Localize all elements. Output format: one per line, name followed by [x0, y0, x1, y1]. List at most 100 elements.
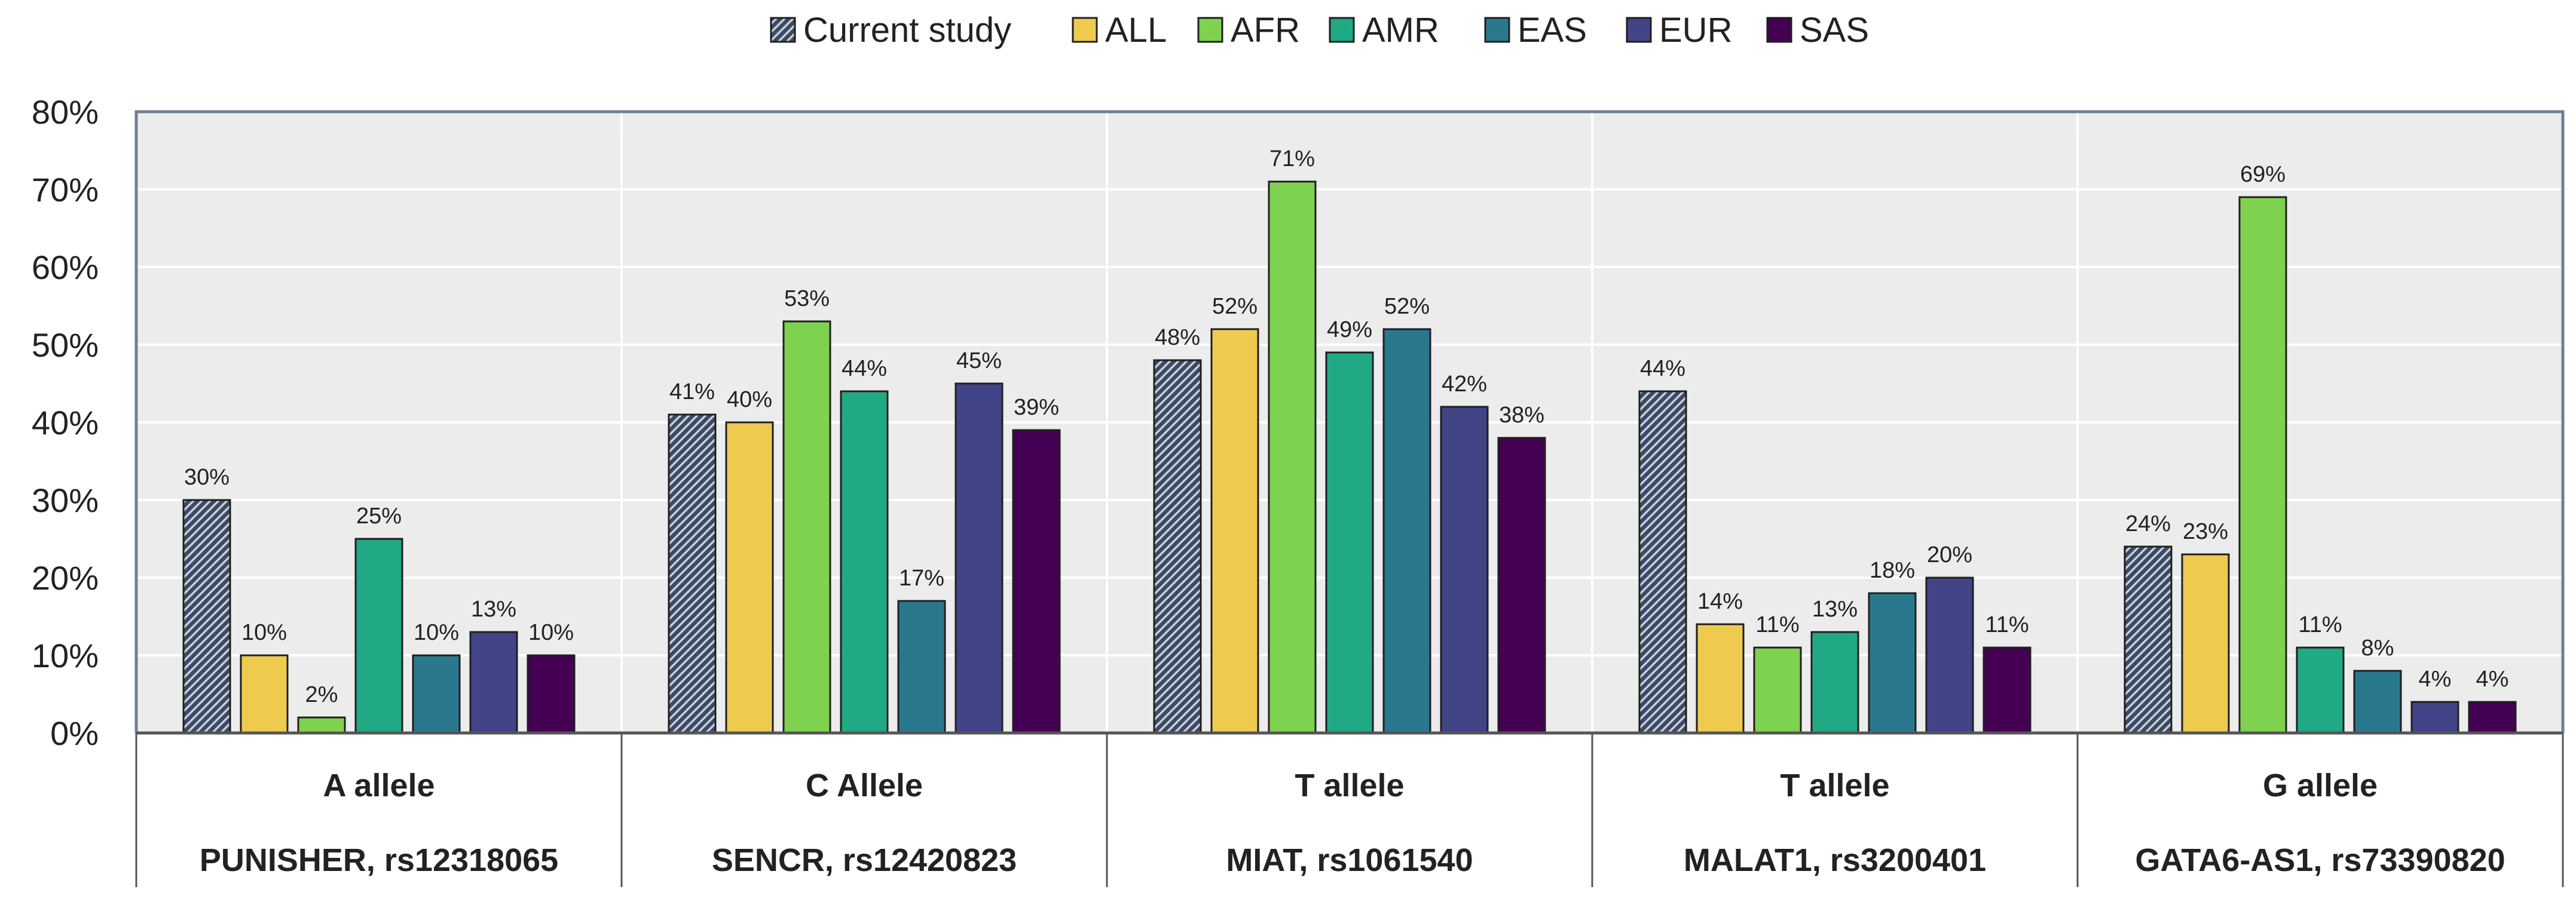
bar-eur — [1440, 406, 1489, 734]
data-label: 44% — [842, 356, 887, 381]
data-label: 52% — [1384, 294, 1430, 319]
bar-eas — [1868, 592, 1917, 734]
data-label: 10% — [528, 620, 574, 645]
y-tick-label: 40% — [32, 404, 99, 441]
legend-label: Current study — [803, 11, 1011, 50]
data-label: 10% — [414, 620, 459, 645]
category-gene-label: SENCR, rs12420823 — [712, 842, 1017, 878]
legend-label: SAS — [1800, 11, 1869, 50]
data-label: 39% — [1014, 395, 1059, 420]
bar-sas — [527, 654, 576, 734]
data-label: 17% — [899, 566, 944, 591]
bar-sas — [1983, 646, 2032, 734]
legend-swatch — [1766, 17, 1792, 43]
data-label: 11% — [2298, 612, 2342, 637]
data-label: 11% — [1985, 612, 2029, 637]
bar-eas — [897, 600, 946, 734]
plot-border — [134, 110, 2565, 733]
data-label: 38% — [1499, 403, 1544, 428]
data-label: 14% — [1697, 589, 1743, 614]
category-allele-label: A allele — [323, 768, 435, 803]
bar-current-study — [668, 413, 717, 734]
category-gene-label: GATA6-AS1, rs73390820 — [2135, 842, 2505, 878]
bar-eas — [2353, 670, 2402, 734]
bar-all — [1696, 623, 1745, 734]
legend-label: AFR — [1231, 11, 1300, 50]
data-label: 13% — [471, 597, 516, 622]
bar-afr — [1268, 180, 1317, 734]
bar-all — [240, 654, 289, 734]
category-gene-label: MIAT, rs1061540 — [1226, 842, 1473, 878]
data-label: 10% — [241, 620, 287, 645]
category-allele-label: G allele — [2263, 768, 2378, 803]
data-label: 71% — [1269, 146, 1315, 171]
bar-all — [1210, 328, 1259, 734]
bar-sas — [2468, 701, 2517, 734]
bar-amr — [1810, 631, 1859, 734]
data-label: 52% — [1212, 294, 1258, 319]
bar-eas — [1382, 328, 1431, 734]
category-allele-label: T allele — [1780, 768, 1889, 803]
category-gene-label: MALAT1, rs3200401 — [1684, 842, 1986, 878]
y-tick-label: 50% — [32, 326, 99, 364]
data-label: 25% — [356, 504, 402, 529]
bar-eur — [469, 631, 518, 734]
data-label: 13% — [1812, 597, 1858, 622]
category-allele-label: C Allele — [806, 768, 923, 803]
legend-swatch — [1329, 17, 1355, 43]
bar-afr — [297, 716, 346, 734]
bar-eur — [954, 382, 1004, 734]
data-label: 30% — [184, 465, 230, 490]
bar-amr — [840, 390, 889, 734]
bar-all — [2181, 553, 2230, 734]
data-label: 44% — [1640, 356, 1685, 381]
y-tick-label: 60% — [32, 249, 99, 286]
bar-current-study — [1638, 390, 1687, 734]
legend-label: EUR — [1659, 11, 1732, 50]
legend-swatch — [770, 17, 796, 43]
category-allele-label: T allele — [1295, 768, 1404, 803]
y-tick-label: 80% — [32, 93, 99, 131]
data-label: 42% — [1442, 372, 1487, 397]
bar-amr — [2296, 646, 2345, 734]
legend-swatch — [1072, 17, 1098, 43]
data-label: 49% — [1327, 317, 1372, 342]
data-label: 8% — [2361, 636, 2394, 661]
y-tick-label: 10% — [32, 637, 99, 674]
data-label: 40% — [727, 387, 772, 412]
y-tick-label: 70% — [32, 171, 99, 208]
data-label: 20% — [1927, 542, 1972, 568]
data-label: 69% — [2240, 162, 2286, 187]
legend-label: AMR — [1362, 11, 1439, 50]
bar-current-study — [182, 499, 231, 734]
category-gene-label: PUNISHER, rs12318065 — [200, 842, 558, 878]
bar-sas — [1012, 429, 1061, 734]
bar-amr — [354, 538, 403, 734]
y-tick-label: 30% — [32, 481, 99, 519]
data-label: 45% — [956, 348, 1002, 373]
legend-label: ALL — [1105, 11, 1167, 50]
bar-afr — [2238, 196, 2287, 734]
bar-afr — [1753, 646, 1802, 734]
y-tick-label: 20% — [32, 559, 99, 597]
bar-eur — [2410, 701, 2459, 734]
data-label: 48% — [1155, 325, 1200, 350]
y-tick-label: 0% — [50, 714, 99, 752]
bar-all — [725, 421, 774, 734]
bar-current-study — [2124, 545, 2173, 734]
bar-eas — [412, 654, 461, 734]
legend-swatch — [1626, 17, 1652, 43]
data-label: 18% — [1870, 558, 1915, 583]
legend-swatch — [1484, 17, 1510, 43]
data-label: 41% — [669, 379, 715, 404]
data-label: 23% — [2183, 519, 2228, 544]
bar-current-study — [1153, 359, 1202, 734]
data-label: 53% — [784, 286, 830, 311]
legend-label: EAS — [1518, 11, 1587, 50]
bar-eur — [1925, 576, 1974, 734]
data-label: 4% — [2419, 667, 2452, 692]
data-label: 24% — [2125, 511, 2171, 536]
bar-amr — [1325, 351, 1374, 734]
